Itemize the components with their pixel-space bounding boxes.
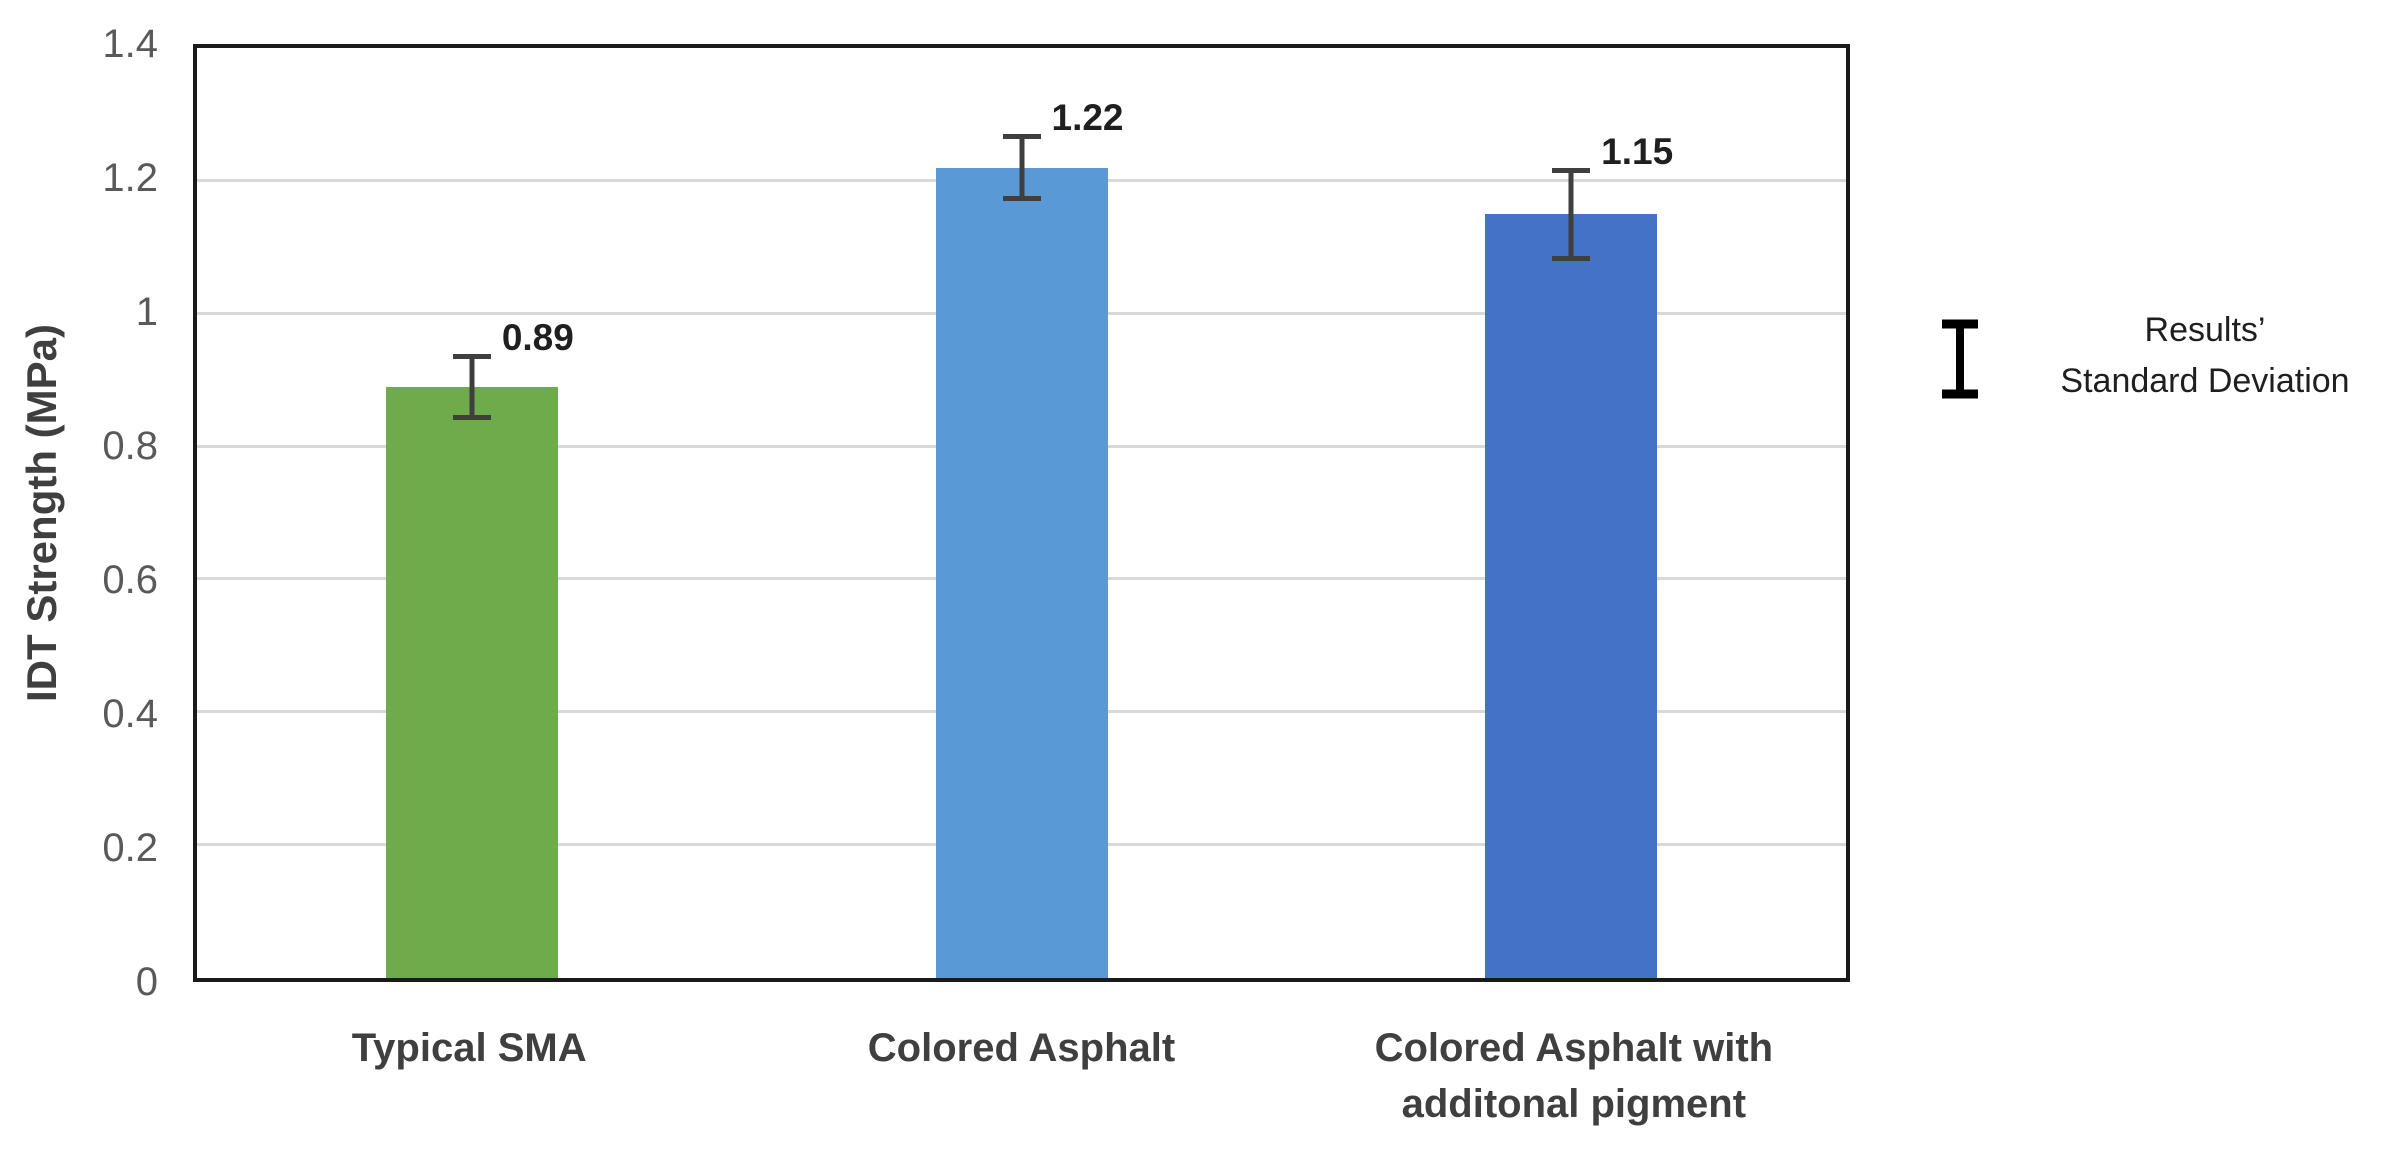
error-bar [452,353,491,420]
error-bar-cap [452,353,491,359]
y-axis-tick-labels: 0 0.2 0.4 0.6 0.8 1 1.2 1.4 [0,24,158,1002]
legend-label-line2: Standard Deviation [2060,362,2350,400]
bar-1 [385,386,558,978]
legend: Results’ Standard Deviation [1940,305,2400,407]
y-tick-label: 0.8 [102,424,158,468]
error-bar [1552,167,1591,261]
bar-column: 1.15 [1296,48,1846,978]
bar-value-label: 1.22 [1051,97,1124,139]
category-label: Colored Asphalt with additonal pigment [1374,1026,1774,1126]
bar-3 [1485,214,1658,978]
error-bar-stem [1568,167,1574,261]
bar-value-label: 0.89 [501,316,574,358]
error-bar-cap [452,415,491,420]
legend-label-line1: Results’ [2144,311,2266,349]
error-bar-cap [1002,195,1041,201]
error-bar-cap [1552,167,1591,173]
error-bar-stem [469,353,475,420]
y-tick-label: 1 [135,290,158,334]
bar-columns: 0.89 1.22 1.15 [197,48,1846,978]
y-tick-label: 0 [135,960,158,1004]
y-tick-label: 0.4 [102,692,158,736]
y-tick-label: 0.6 [102,558,158,602]
category-label: Colored Asphalt [867,1026,1176,1070]
x-axis-category-labels: Typical SMA Colored Asphalt Colored Asphal… [193,1020,1850,1132]
bar-column: 0.89 [197,48,747,978]
error-bar-cap [1002,134,1041,140]
bar-column: 1.22 [747,48,1297,978]
error-bar [1002,134,1041,201]
error-bar-icon [1942,319,1978,399]
plot-area: 0.89 1.22 1.15 [193,44,1850,982]
bar-2 [935,167,1108,978]
error-bar-cap [1552,255,1591,261]
y-tick-label: 1.4 [102,22,158,66]
y-tick-label: 1.2 [102,156,158,200]
bar-value-label: 1.15 [1601,130,1674,172]
category-label: Typical SMA [351,1026,587,1070]
error-bar-stem [1019,134,1024,201]
y-tick-label: 0.2 [102,826,158,870]
legend-label: Results’ Standard Deviation [2010,305,2400,407]
